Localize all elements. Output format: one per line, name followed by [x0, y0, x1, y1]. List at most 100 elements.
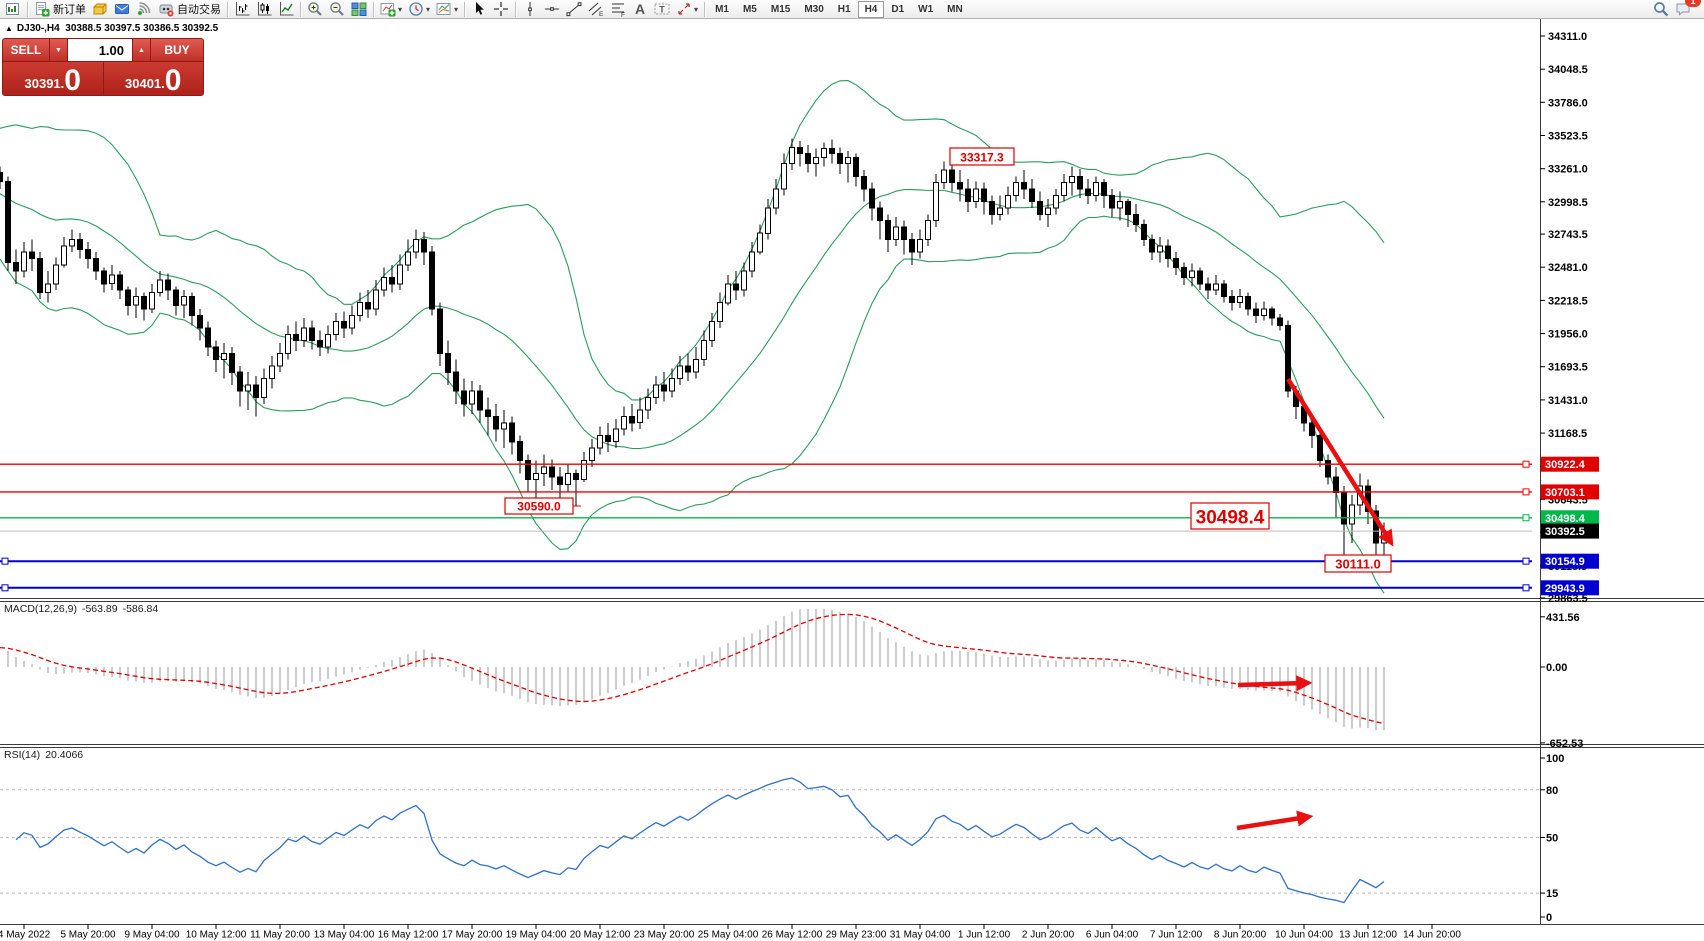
indicators-dropdown-caret[interactable]: ▾	[398, 4, 403, 14]
toolbar-separator	[27, 1, 28, 17]
timeframe-m15-button[interactable]: M15	[770, 3, 791, 15]
time-tick-label: 26 May 12:00	[762, 930, 823, 941]
rsi-tick: 50	[1546, 833, 1558, 845]
timeframe-m1-button[interactable]: M1	[715, 3, 729, 15]
volume-down-button[interactable]: ▼	[50, 39, 67, 61]
arrows-tool-dropdown-caret[interactable]: ▾	[694, 4, 699, 14]
templates-dropdown-caret[interactable]: ▾	[454, 4, 459, 14]
trend-arrows[interactable]	[1236, 377, 1394, 831]
profiles-icon[interactable]	[89, 0, 111, 18]
red-arrow-2[interactable]	[1236, 810, 1314, 831]
arrows-tool-icon[interactable]: ▾	[673, 0, 701, 18]
chat-icon[interactable]: 1	[1672, 0, 1701, 18]
chart-candles-icon[interactable]	[253, 0, 275, 18]
time-tick-label: 25 May 04:00	[698, 930, 759, 941]
price-chart[interactable]: 33317.3 30590.0 30498.4 30111.0 34311.0 3404…	[0, 19, 1704, 941]
new-order-label: 新订单	[53, 4, 86, 16]
sell-button[interactable]: SELL	[3, 39, 49, 61]
price-axis[interactable]: 34311.0 34048.5 33786.0 33523.5 33261.0 32998…	[1540, 31, 1599, 924]
chart-area[interactable]: 33317.3 30590.0 30498.4 30111.0 34311.0 3404…	[0, 19, 1704, 941]
price-tick: 34048.5	[1548, 64, 1588, 76]
price-tag-text: 30498.4	[1545, 513, 1586, 525]
search-icon[interactable]	[1650, 0, 1672, 18]
volume-input[interactable]: 1.00	[68, 39, 132, 61]
sell-price[interactable]: 30391. 0	[3, 62, 103, 95]
indicators-icon[interactable]: ▾	[377, 0, 405, 18]
timeframe-m5-button[interactable]: M5	[742, 3, 757, 15]
timeframe-d1-button[interactable]: D1	[891, 3, 905, 15]
horizontal-line-icon[interactable]	[541, 0, 563, 18]
macd-name: MACD(12,26,9)	[4, 603, 77, 615]
equidistant-channel-icon[interactable]: E	[585, 0, 607, 18]
price-tick: 32218.5	[1548, 295, 1588, 307]
symbol-ohlc: 30388.5 30397.5 30386.5 30392.5	[65, 23, 219, 34]
price-tick: 31168.5	[1548, 428, 1587, 440]
price-tick: 32998.5	[1548, 197, 1588, 209]
price-tick: 31431.0	[1548, 395, 1588, 407]
macd-tick: 431.56	[1546, 612, 1580, 624]
time-tick-label: 9 May 04:00	[124, 930, 179, 941]
zoom-in-icon[interactable]	[304, 0, 326, 18]
time-tick-label: 10 May 12:00	[186, 930, 247, 941]
rsi-tick: 100	[1546, 753, 1564, 765]
timeframe-mn-button[interactable]: MN	[947, 3, 963, 15]
text-icon[interactable]: A	[629, 0, 651, 18]
tile-windows-icon[interactable]	[348, 0, 370, 18]
price-tag	[1541, 523, 1599, 539]
chart-line-icon[interactable]	[275, 0, 297, 18]
svg-text:F: F	[621, 12, 625, 17]
autotrading-button[interactable]: 自动交易	[155, 0, 224, 18]
periods-dropdown-caret[interactable]: ▾	[426, 4, 431, 14]
price-tick: 33786.0	[1548, 97, 1588, 109]
rsi-line	[15, 777, 1385, 904]
annotation-box[interactable]	[1190, 502, 1270, 530]
vertical-line-icon[interactable]	[519, 0, 541, 18]
line-handle[interactable]	[1, 557, 9, 565]
timeframe-h1-button[interactable]: H1	[837, 3, 851, 15]
crosshair-icon[interactable]	[490, 0, 512, 18]
line-handle[interactable]	[1522, 584, 1530, 592]
line-handle[interactable]	[1, 584, 9, 592]
time-tick-label: 4 May 2022	[0, 930, 51, 941]
timeframe-m30-button[interactable]: M30	[804, 3, 824, 15]
time-tick-label: 20 May 12:00	[570, 930, 631, 941]
line-handle[interactable]	[1522, 557, 1530, 565]
fibonacci-icon[interactable]: F	[607, 0, 629, 18]
templates-icon[interactable]: ▾	[433, 0, 461, 18]
timeframe-w1-button[interactable]: W1	[918, 3, 934, 15]
toolbar-separator	[515, 1, 517, 17]
buy-button[interactable]: BUY	[151, 39, 203, 61]
line-handle[interactable]	[1522, 514, 1530, 522]
trendline-icon[interactable]	[563, 0, 585, 18]
annotation-box[interactable]	[504, 497, 574, 515]
macd-value: -563.89	[81, 603, 118, 615]
time-tick-label: 7 Jun 12:00	[1150, 930, 1203, 941]
rsi-name: RSI(14)	[4, 749, 41, 761]
red-arrow-0[interactable]	[1286, 377, 1394, 547]
buy-price-dot: .	[161, 76, 165, 91]
rsi-tick: 15	[1546, 888, 1558, 900]
collapse-trade-panel-icon[interactable]: ▲	[5, 24, 13, 33]
time-axis[interactable]: 4 May 2022 5 May 20:00 9 May 04:00 10 May 1…	[0, 924, 1461, 941]
new-chart-icon[interactable]	[2, 0, 24, 18]
line-handle[interactable]	[1522, 460, 1530, 468]
cursor-icon[interactable]	[468, 0, 490, 18]
line-handle[interactable]	[1522, 488, 1530, 496]
price-tick: 33261.0	[1548, 164, 1588, 176]
mailbox-icon[interactable]	[111, 0, 133, 18]
annotation-box[interactable]	[949, 147, 1015, 166]
new-order-button[interactable]: 新订单	[31, 0, 89, 18]
chart-bars-icon[interactable]	[231, 0, 253, 18]
price-annotations[interactable]: 33317.3 30590.0 30498.4 30111.0	[504, 147, 1392, 573]
signal-icon[interactable]	[133, 0, 155, 18]
horizontal-level-lines[interactable]	[0, 460, 1532, 592]
text-label-icon[interactable]: T	[651, 0, 673, 18]
price-tick: 32743.5	[1548, 229, 1588, 241]
annotation-box[interactable]	[1324, 554, 1392, 573]
red-arrow-1[interactable]	[1237, 675, 1313, 692]
timeframe-h4-button[interactable]: H4	[857, 0, 885, 18]
volume-up-button[interactable]: ▲	[133, 39, 150, 61]
zoom-out-icon[interactable]	[326, 0, 348, 18]
periods-icon[interactable]: ▾	[405, 0, 433, 18]
buy-price[interactable]: 30401. 0	[103, 62, 203, 95]
